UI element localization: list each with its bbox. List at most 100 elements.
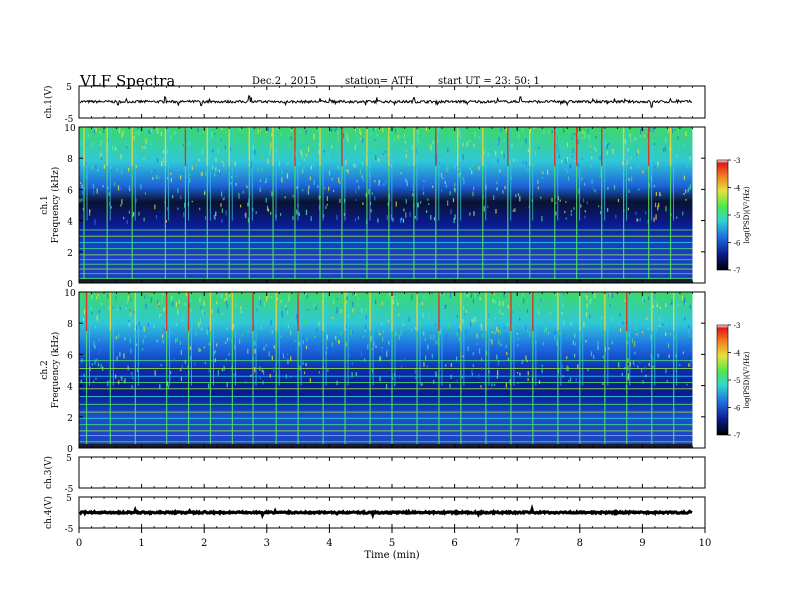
spectral-cell: [84, 187, 86, 190]
spectral-cell: [408, 162, 410, 167]
spectral-cell: [629, 361, 631, 367]
spectral-cell: [421, 383, 423, 386]
spectral-cell: [355, 372, 357, 376]
spectral-cell: [506, 161, 508, 164]
spectral-cell: [290, 129, 292, 132]
spectral-cell: [351, 360, 353, 366]
spectral-cell: [584, 210, 586, 213]
spectral-cell: [494, 317, 496, 319]
spectral-cell: [281, 177, 283, 183]
spectral-cell: [421, 302, 424, 306]
spectral-cell: [471, 170, 473, 175]
spectral-cell: [529, 332, 531, 337]
spectral-cell: [179, 148, 181, 152]
spectral-cell: [261, 168, 263, 172]
spectral-cell: [678, 146, 681, 151]
spectral-cell: [466, 133, 468, 136]
spectral-cell: [267, 208, 270, 212]
spectral-cell: [345, 131, 347, 133]
spectral-cell: [521, 294, 524, 297]
spectral-cell: [385, 314, 387, 318]
spectral-cell: [299, 296, 301, 299]
spectral-cell: [144, 295, 146, 300]
spectral-cell: [644, 177, 647, 182]
spectral-cell: [509, 160, 511, 164]
spectral-cell: [570, 209, 572, 213]
spectral-cell: [636, 295, 638, 301]
spectral-cell: [301, 316, 304, 321]
spectral-cell: [285, 307, 287, 311]
spectral-cell: [573, 353, 576, 358]
spectral-cell: [360, 131, 362, 136]
spectral-cell: [175, 150, 177, 154]
spectral-cell: [159, 327, 161, 330]
spectral-cell: [120, 294, 122, 297]
spectral-cell: [247, 348, 249, 354]
spectral-cell: [436, 154, 438, 158]
spectral-cell: [158, 313, 160, 319]
y-axis-label: ch.1: [40, 195, 50, 214]
spectral-cell: [554, 331, 556, 336]
spectral-cell: [81, 296, 83, 300]
spectral-cell: [126, 146, 128, 149]
spectral-cell: [628, 177, 630, 181]
spectral-cell: [239, 127, 241, 132]
spectral-cell: [144, 192, 147, 195]
spectral-cell: [101, 366, 104, 371]
spectral-cell: [613, 292, 615, 296]
spectral-cell: [435, 340, 437, 345]
spectral-cell: [115, 374, 117, 379]
spectral-cell: [454, 182, 456, 187]
spectral-cell: [441, 189, 443, 192]
spectral-cell: [493, 292, 495, 296]
spectral-cell: [405, 149, 407, 153]
spectral-cell: [339, 324, 341, 327]
spectral-cell: [458, 337, 460, 342]
spectral-cell: [119, 128, 121, 134]
spectral-cell: [489, 338, 491, 341]
spectral-cell: [282, 154, 284, 158]
spectral-cell: [234, 345, 236, 350]
spectral-cell: [480, 357, 483, 362]
spectral-cell: [668, 145, 671, 151]
spectral-cell: [541, 129, 543, 133]
colorbar-tick-label: -5: [734, 212, 741, 220]
spectral-cell: [266, 205, 269, 212]
spectral-cell: [282, 353, 285, 359]
spectral-cell: [298, 212, 301, 216]
spectral-cell: [96, 188, 98, 194]
spectral-cell: [339, 198, 341, 203]
spectral-cell: [471, 318, 473, 324]
spectral-cell: [288, 144, 290, 148]
spectral-cell: [139, 292, 141, 295]
spectral-cell: [91, 166, 93, 170]
spectral-cell: [338, 152, 340, 157]
spectral-cell: [123, 380, 125, 384]
spectral-cell: [221, 292, 223, 298]
spectral-cell: [574, 333, 576, 338]
spectral-cell: [447, 164, 449, 171]
spectral-cell: [148, 129, 150, 134]
spectral-cell: [354, 128, 357, 133]
spectral-cell: [100, 150, 102, 153]
spectral-cell: [574, 128, 576, 131]
spectral-cell: [414, 327, 417, 330]
spectral-cell: [669, 303, 672, 305]
spectral-cell: [265, 144, 268, 148]
spectral-cell: [657, 205, 659, 211]
spectral-cell: [409, 129, 411, 134]
spectral-cell: [159, 314, 161, 317]
spectral-cell: [110, 206, 112, 209]
y-tick-label: 2: [67, 414, 73, 424]
spectral-cell: [299, 130, 302, 132]
spectral-cell: [221, 218, 223, 223]
spectral-cell: [684, 316, 686, 321]
spectral-cell: [689, 156, 691, 160]
spectral-cell: [381, 348, 384, 353]
spectral-cell: [502, 301, 504, 307]
spectral-cell: [569, 377, 572, 382]
spectral-cell: [555, 202, 557, 205]
spectral-cell: [94, 326, 97, 329]
spectral-cell: [423, 295, 425, 299]
